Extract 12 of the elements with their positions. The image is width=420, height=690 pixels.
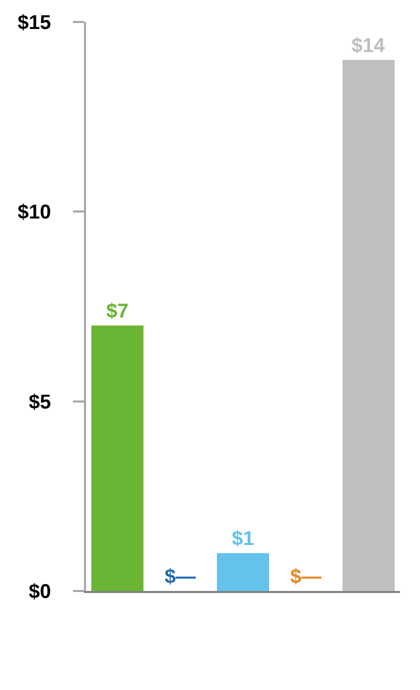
y-tick-label: $10 bbox=[18, 202, 51, 224]
data-label: $1 bbox=[232, 528, 254, 550]
data-label: $— bbox=[164, 566, 196, 588]
data-label: $— bbox=[290, 566, 322, 588]
bar bbox=[216, 553, 270, 591]
y-tick-label: $0 bbox=[28, 581, 51, 603]
bar bbox=[342, 60, 395, 591]
y-tick-label: $15 bbox=[18, 12, 51, 34]
bar bbox=[91, 325, 144, 591]
data-label: $14 bbox=[351, 34, 386, 57]
y-tick-label: $5 bbox=[28, 391, 51, 414]
data-label: $7 bbox=[106, 300, 129, 322]
